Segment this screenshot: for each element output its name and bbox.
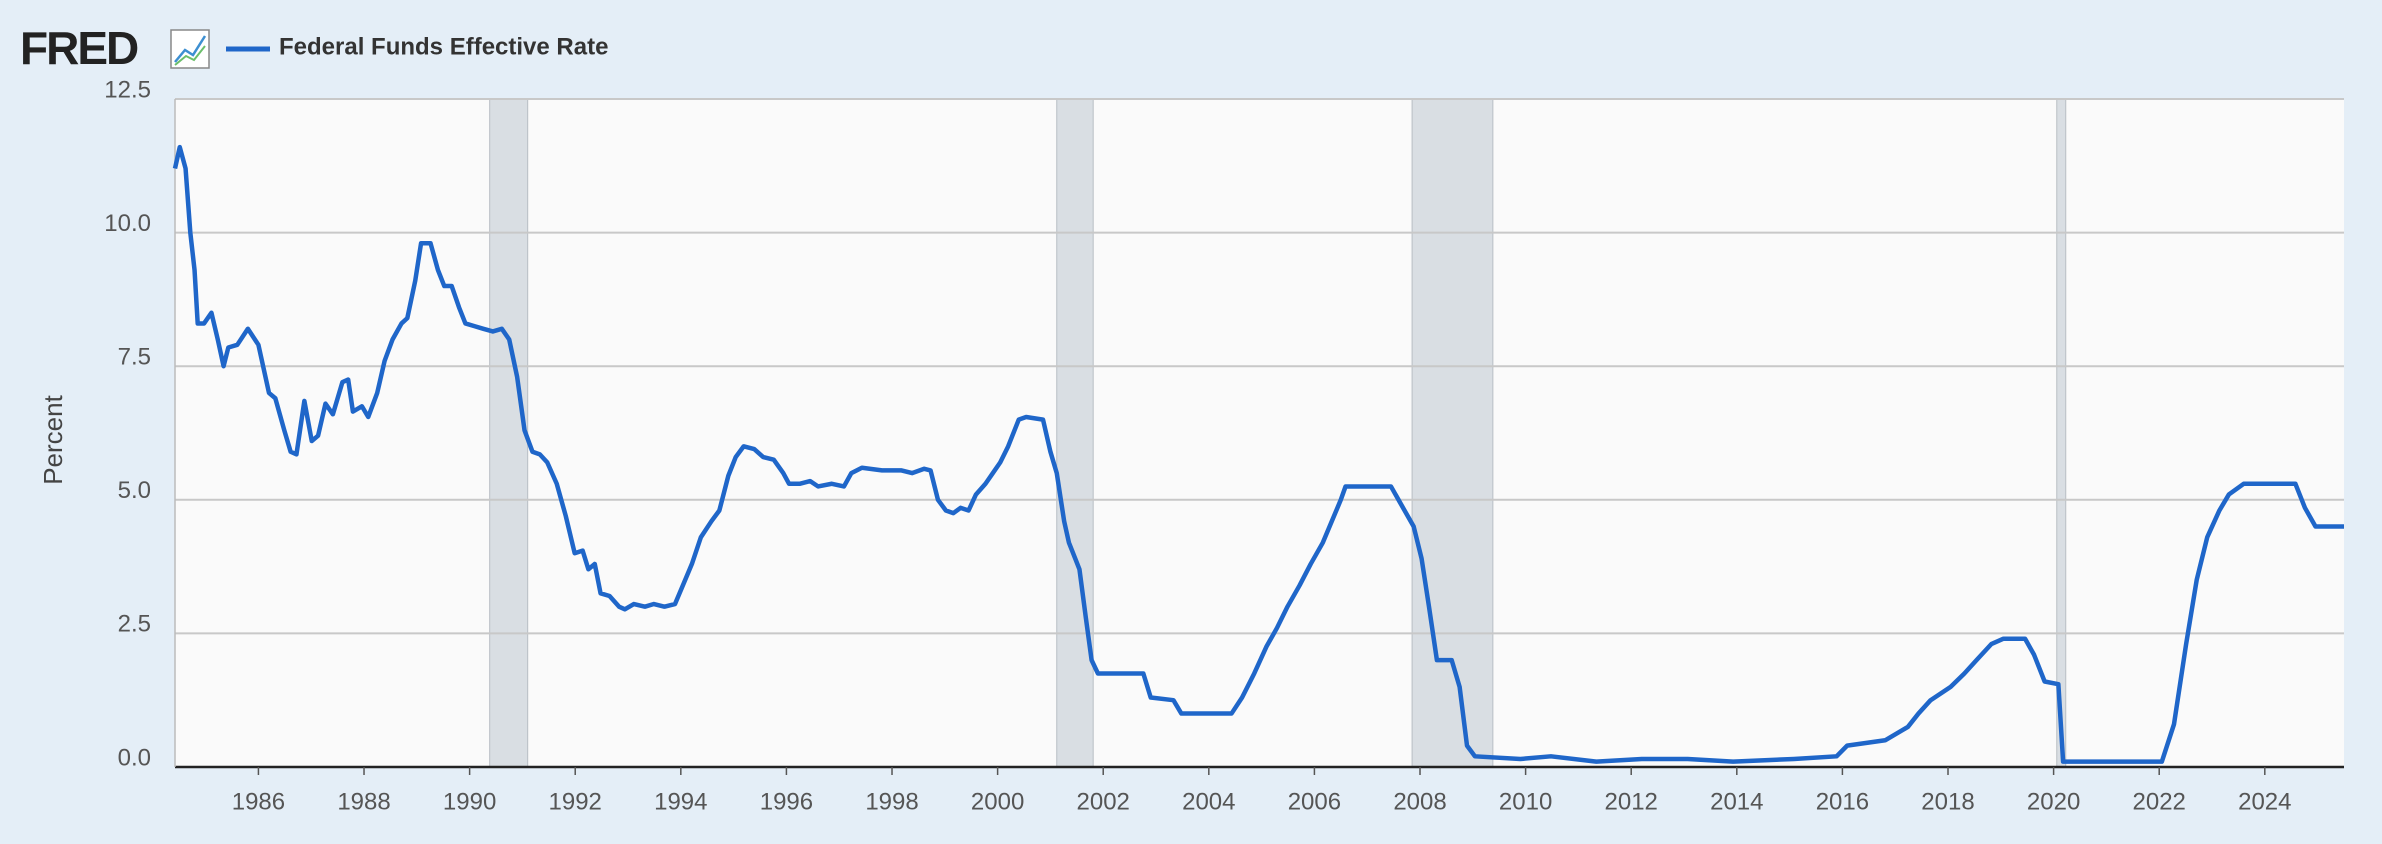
y-tick-label: 2.5 [118,611,151,638]
x-tick-label: 2012 [1605,788,1658,815]
data-line [172,144,2344,764]
y-tick-label: 5.0 [118,477,151,504]
x-tick-label: 1992 [549,788,602,815]
x-tick-label: 2000 [971,788,1024,815]
x-tick-label: 1986 [232,788,285,815]
chart-icon [170,29,210,69]
recession-band [1056,98,1094,768]
y-tick-label: 0.0 [118,744,151,771]
recession-band [2056,98,2067,768]
x-tick-label: 2020 [2027,788,2080,815]
y-axis-label: Percent [38,394,68,484]
x-tick-label: 2002 [1077,788,1130,815]
x-tick-label: 2004 [1182,788,1235,815]
y-tick-label: 12.5 [104,76,151,103]
y-tick-label: 10.0 [104,210,151,237]
recession-band [489,98,529,768]
x-tick-label: 2018 [1921,788,1974,815]
brand: FRED [20,22,138,74]
x-tick-label: 2024 [2238,788,2291,815]
legend-label: Federal Funds Effective Rate [279,33,608,60]
x-tick-label: 1998 [865,788,918,815]
x-tick-label: 2014 [1710,788,1763,815]
x-tick-label: 1990 [443,788,496,815]
x-tick-label: 1988 [337,788,390,815]
recession-band [1411,98,1494,768]
x-tick-label: 1994 [654,788,707,815]
x-tick-label: 2008 [1393,788,1446,815]
x-tick-label: 2006 [1288,788,1341,815]
x-tick-label: 2010 [1499,788,1552,815]
x-tick-label: 2022 [2133,788,2186,815]
y-tick-label: 7.5 [118,344,151,371]
x-tick-label: 1996 [760,788,813,815]
x-tick-label: 2016 [1816,788,1869,815]
